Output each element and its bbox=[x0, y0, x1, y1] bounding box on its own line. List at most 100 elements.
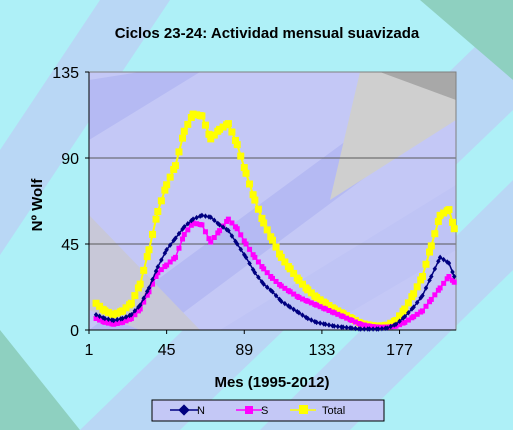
data-point bbox=[137, 306, 143, 312]
data-point bbox=[140, 266, 148, 274]
data-point bbox=[370, 326, 376, 332]
data-point bbox=[176, 245, 182, 251]
data-point bbox=[198, 112, 206, 120]
data-point bbox=[307, 289, 315, 297]
data-point bbox=[132, 308, 138, 314]
data-point bbox=[376, 326, 381, 332]
data-point bbox=[113, 309, 121, 317]
data-point bbox=[445, 206, 453, 214]
data-point bbox=[193, 111, 201, 119]
data-point bbox=[217, 222, 222, 228]
data-point bbox=[212, 217, 217, 224]
data-point bbox=[173, 235, 178, 242]
data-point bbox=[264, 284, 270, 290]
data-point bbox=[97, 313, 102, 319]
data-point bbox=[234, 226, 240, 232]
data-point bbox=[273, 278, 279, 284]
data-point bbox=[426, 248, 434, 256]
data-point bbox=[413, 283, 421, 291]
series-total bbox=[92, 110, 458, 330]
data-point bbox=[432, 266, 438, 272]
data-point bbox=[250, 252, 256, 258]
data-point bbox=[120, 315, 125, 322]
data-point bbox=[397, 318, 402, 324]
data-point bbox=[189, 110, 197, 118]
data-point bbox=[282, 300, 288, 307]
data-point bbox=[153, 273, 159, 279]
data-point bbox=[423, 285, 429, 291]
data-point bbox=[134, 284, 142, 292]
data-point bbox=[155, 264, 161, 270]
data-point bbox=[305, 315, 311, 322]
data-point bbox=[446, 260, 452, 266]
data-point bbox=[105, 320, 111, 326]
data-point bbox=[119, 307, 127, 315]
data-point bbox=[402, 319, 408, 325]
data-point bbox=[451, 273, 457, 280]
data-point bbox=[358, 326, 363, 332]
data-point bbox=[211, 235, 217, 241]
data-point bbox=[216, 125, 224, 133]
data-point bbox=[423, 303, 429, 309]
data-point bbox=[203, 213, 208, 219]
data-point bbox=[102, 319, 108, 325]
data-point bbox=[255, 259, 261, 265]
data-point bbox=[194, 214, 199, 221]
data-point bbox=[387, 319, 395, 327]
data-point bbox=[362, 326, 367, 332]
data-point bbox=[269, 236, 276, 244]
data-point bbox=[238, 246, 243, 253]
data-point bbox=[451, 279, 457, 285]
x-tick-label: 133 bbox=[309, 342, 336, 359]
data-point bbox=[220, 224, 226, 230]
data-point bbox=[436, 211, 444, 219]
y-tick-label: 135 bbox=[52, 65, 79, 82]
data-point bbox=[261, 281, 266, 287]
y-tick-label: 90 bbox=[61, 151, 79, 168]
data-point bbox=[152, 215, 160, 223]
data-point bbox=[146, 285, 152, 291]
data-point bbox=[176, 230, 182, 237]
data-point bbox=[349, 325, 355, 331]
x-tick-label: 45 bbox=[158, 342, 176, 359]
data-point bbox=[344, 324, 349, 331]
data-point bbox=[397, 322, 403, 328]
data-point bbox=[281, 258, 289, 266]
data-point bbox=[231, 136, 239, 144]
data-point bbox=[304, 286, 312, 294]
data-point bbox=[123, 318, 129, 324]
data-point bbox=[325, 302, 333, 310]
data-point bbox=[322, 306, 328, 312]
data-point bbox=[252, 269, 258, 276]
data-point bbox=[436, 258, 441, 264]
data-point bbox=[111, 321, 117, 327]
data-point bbox=[190, 216, 196, 222]
data-point bbox=[114, 316, 120, 323]
data-point bbox=[428, 296, 434, 302]
data-point bbox=[242, 169, 250, 177]
data-point bbox=[219, 123, 227, 131]
data-point bbox=[161, 186, 169, 194]
data-point bbox=[437, 254, 443, 261]
data-point bbox=[226, 227, 231, 234]
data-point bbox=[199, 222, 205, 228]
chart-title: Ciclos 23-24: Actividad mensual suavizad… bbox=[115, 25, 420, 42]
data-point bbox=[279, 298, 284, 305]
data-point bbox=[110, 311, 118, 319]
data-point bbox=[164, 262, 170, 268]
data-point bbox=[154, 208, 162, 216]
legend-item-total: Total bbox=[290, 405, 345, 417]
data-point bbox=[305, 298, 311, 304]
data-point bbox=[229, 233, 235, 239]
data-point bbox=[340, 324, 346, 330]
data-point bbox=[264, 270, 270, 276]
data-point bbox=[427, 277, 432, 284]
data-point bbox=[282, 285, 288, 291]
data-point bbox=[153, 268, 159, 274]
data-point bbox=[278, 283, 284, 289]
data-point bbox=[441, 256, 446, 263]
data-point bbox=[144, 292, 150, 298]
data-point bbox=[422, 260, 430, 268]
data-point bbox=[137, 302, 143, 308]
data-point bbox=[393, 321, 399, 328]
